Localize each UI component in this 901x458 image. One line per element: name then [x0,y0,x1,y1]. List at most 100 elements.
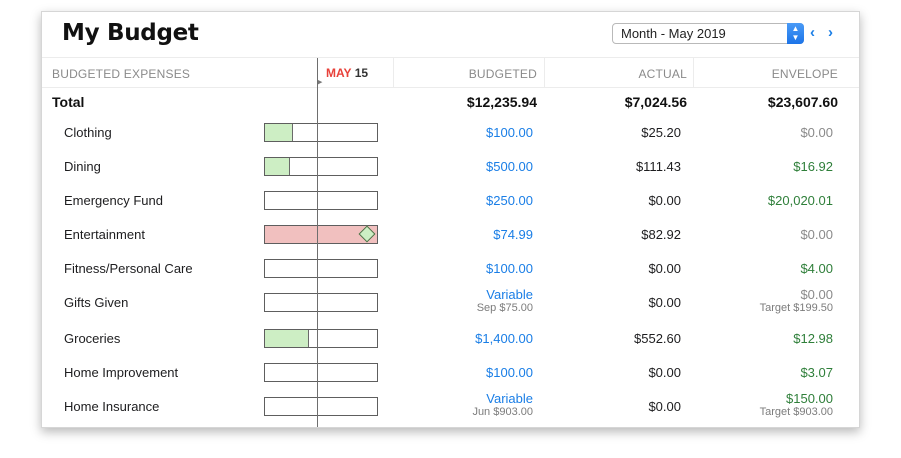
expense-row[interactable]: Home Insurance Variable Jun $903.00 $0.00 $1… [42,390,859,424]
expense-name: Gifts Given [64,295,129,310]
envelope-value: $0.00 [800,125,833,140]
next-period-button[interactable]: › [828,24,833,41]
budgeted-amount[interactable]: $1,400.00 [475,331,533,346]
column-divider [693,58,694,88]
envelope-target: Target $903.00 [759,406,833,418]
actual-amount: $0.00 [648,295,681,310]
spending-bar [264,329,378,348]
prev-period-button[interactable]: ‹ [810,24,815,41]
actual-amount: $0.00 [648,399,681,414]
envelope-value: $0.00 [800,227,833,242]
envelope-value: $0.00 [800,287,833,302]
expense-name: Emergency Fund [64,193,163,208]
budgeted-value: $250.00 [486,193,533,208]
expense-row[interactable]: Groceries $1,400.00 $552.60 $12.98 [42,322,859,356]
column-header-row: BUDGETED EXPENSES BUDGETED ACTUAL ENVELO… [42,57,859,88]
spending-bar-fill [265,330,309,347]
envelope-value: $20,020.01 [767,193,833,208]
expense-row[interactable]: Gifts Given Variable Sep $75.00 $0.00 $0.00 T… [42,286,859,320]
actual-amount: $552.60 [634,331,681,346]
spending-bar-fill [265,158,290,175]
expense-name: Home Improvement [64,365,179,380]
envelope-target: Target $199.50 [759,302,833,314]
envelope-amount: $0.00 Target $199.50 [760,287,833,315]
total-actual: $7,024.56 [624,94,687,110]
total-budgeted: $12,235.94 [466,94,537,110]
expense-row[interactable]: Fitness/Personal Care $100.00 $0.00 $4.00 [42,252,859,286]
actual-amount: $111.43 [635,159,681,174]
budgeted-value: $100.00 [486,365,533,380]
budgeted-amount[interactable]: Variable Sep $75.00 [477,287,533,315]
spending-bar [264,397,378,416]
expense-row[interactable]: Entertainment $74.99 $82.92 $0.00 [42,218,859,252]
budgeted-value: Variable [486,287,533,302]
envelope-value: $150.00 [786,391,833,406]
actual-amount: $0.00 [648,261,681,276]
envelope-amount: $16.92 [793,159,833,174]
actual-amount: $0.00 [648,193,681,208]
budget-window: My Budget Month - May 2019 ▲ ▼ ‹ › BUDGET… [41,11,860,428]
expense-name: Home Insurance [64,399,160,414]
budgeted-value: $100.00 [486,261,533,276]
envelope-amount: $20,020.01 [768,193,833,208]
envelope-amount: $4.00 [800,261,833,276]
budgeted-amount[interactable]: $500.00 [486,159,533,174]
period-select[interactable]: Month - May 2019 ▲ ▼ [612,23,804,44]
expense-row[interactable]: Clothing $100.00 $25.20 $0.00 [42,116,859,150]
budgeted-amount[interactable]: Variable Jun $903.00 [472,391,533,419]
envelope-amount: $0.00 [800,227,833,242]
spending-bar [264,191,378,210]
budgeted-amount[interactable]: $74.99 [493,227,533,242]
actual-amount: $25.20 [641,125,681,140]
budgeted-amount[interactable]: $100.00 [486,365,533,380]
period-select-value: Month - May 2019 [621,26,726,41]
expense-name: Fitness/Personal Care [64,261,193,276]
budgeted-value: Variable [486,391,533,406]
envelope-value: $12.98 [793,331,833,346]
expense-row[interactable]: Dining $500.00 $111.43 $16.92 [42,150,859,184]
header-budgeted[interactable]: BUDGETED [468,67,537,81]
budgeted-subtext: Sep $75.00 [476,302,533,314]
budgeted-subtext: Jun $903.00 [472,406,533,418]
envelope-value: $3.07 [800,365,833,380]
envelope-amount: $0.00 [800,125,833,140]
column-divider [393,58,394,88]
total-envelope: $23,607.60 [767,94,838,110]
budgeted-value: $100.00 [486,125,533,140]
expense-row[interactable]: Emergency Fund $250.00 $0.00 $20,020.01 [42,184,859,218]
today-day: 15 [354,66,369,80]
spending-bar [264,123,378,142]
budgeted-amount[interactable]: $250.00 [486,193,533,208]
today-line [317,58,318,427]
expense-name: Dining [64,159,101,174]
spending-bar [264,293,378,312]
expense-row[interactable]: Home Improvement $100.00 $0.00 $3.07 [42,356,859,390]
expense-name: Groceries [64,331,121,346]
page-title: My Budget [62,20,199,46]
header-budgeted-expenses[interactable]: BUDGETED EXPENSES [52,67,191,81]
budgeted-value: $74.99 [493,227,533,242]
total-row: Total $12,235.94 $7,024.56 $23,607.60 [42,90,859,116]
actual-amount: $0.00 [648,365,681,380]
expense-name: Clothing [64,125,112,140]
select-stepper-icon[interactable]: ▲ ▼ [787,23,804,44]
envelope-value: $16.92 [793,159,833,174]
today-label: MAY 15 [326,66,368,80]
envelope-amount: $12.98 [793,331,833,346]
spending-bar [264,157,378,176]
budgeted-value: $500.00 [486,159,533,174]
today-marker-icon: ▶ [317,79,323,86]
envelope-amount: $3.07 [800,365,833,380]
budgeted-amount[interactable]: $100.00 [486,125,533,140]
envelope-value: $4.00 [800,261,833,276]
spending-bar-fill [265,226,377,243]
expense-name: Entertainment [64,227,145,242]
column-divider [544,58,545,88]
total-label: Total [52,94,85,110]
budgeted-value: $1,400.00 [475,331,533,346]
spending-bar-fill [265,124,293,141]
spending-bar [264,259,378,278]
header-actual[interactable]: ACTUAL [638,67,687,81]
header-envelope[interactable]: ENVELOPE [771,67,838,81]
budgeted-amount[interactable]: $100.00 [486,261,533,276]
